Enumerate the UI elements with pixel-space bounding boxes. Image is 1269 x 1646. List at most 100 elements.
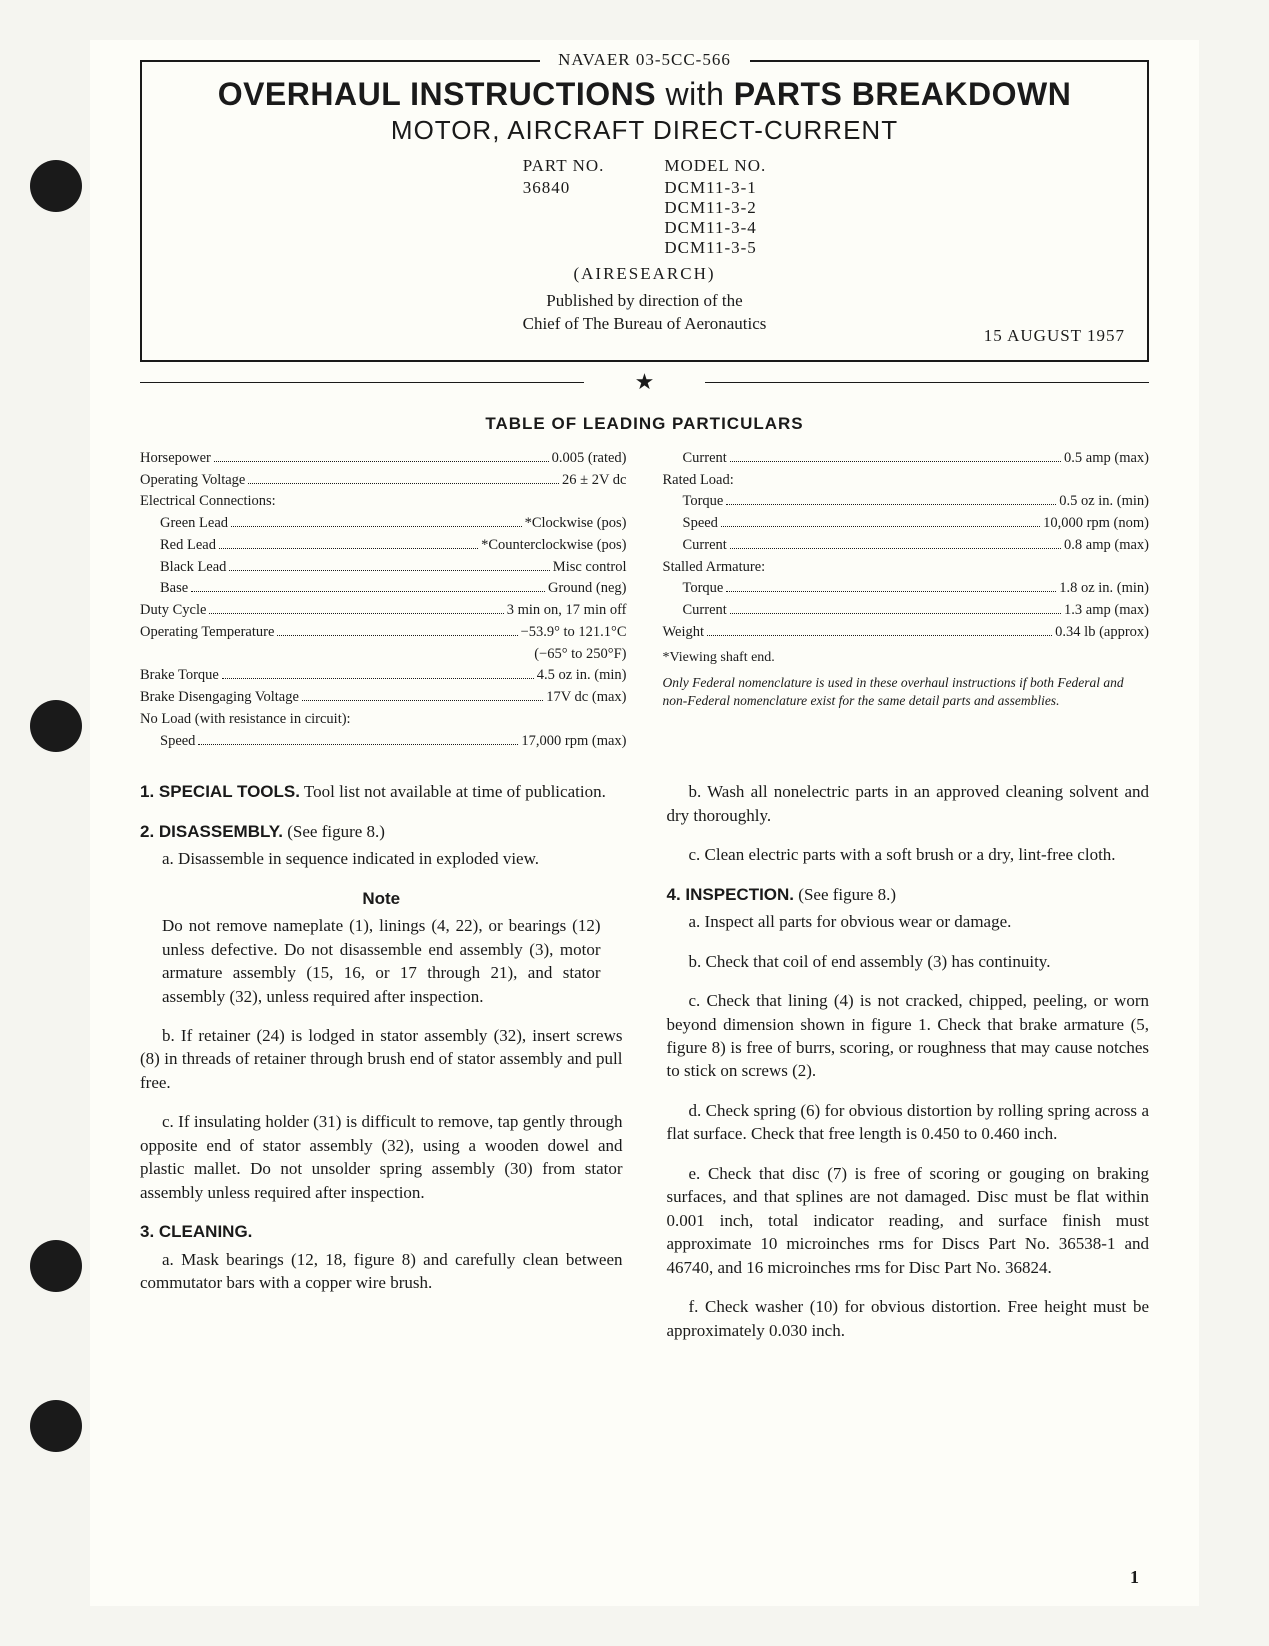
leader-dots (229, 570, 549, 571)
particulars-row: Speed 17,000 rpm (max) (140, 731, 627, 753)
section-2-label: 2. DISASSEMBLY. (140, 822, 283, 841)
particulars-value: 4.5 oz in. (min) (537, 665, 627, 687)
leader-dots (219, 548, 478, 549)
leader-dots (222, 678, 534, 679)
section-2b: b. If retainer (24) is lodged in stator … (140, 1024, 623, 1094)
particulars-table: Horsepower0.005 (rated)Operating Voltage… (140, 448, 1149, 753)
particulars-value: 1.8 oz in. (min) (1059, 578, 1149, 600)
title-with: with (665, 76, 724, 112)
particulars-label: Stalled Armature: (663, 557, 766, 579)
particulars-value: 0.5 oz in. (min) (1059, 491, 1149, 513)
particulars-value: 0.5 amp (max) (1064, 448, 1149, 470)
particulars-row: No Load (with resistance in circuit): (140, 709, 627, 731)
document-title: OVERHAUL INSTRUCTIONS with PARTS BREAKDO… (162, 76, 1127, 113)
leader-dots (730, 461, 1061, 462)
particulars-row: Duty Cycle3 min on, 17 min off (140, 600, 627, 622)
model-value: DCM11-3-2 (664, 198, 766, 218)
particulars-value: 17,000 rpm (max) (521, 731, 626, 753)
particulars-value: 17V dc (max) (546, 687, 626, 709)
particulars-row: Red Lead *Counterclockwise (pos) (140, 535, 627, 557)
section-3a: a. Mask bearings (12, 18, figure 8) and … (140, 1248, 623, 1295)
leader-dots (231, 526, 522, 527)
particulars-right-column: Current0.5 amp (max)Rated Load:Torque0.5… (663, 448, 1150, 753)
particulars-row: Weight0.34 lb (approx) (663, 622, 1150, 644)
particulars-row: Brake Disengaging Voltage 17V dc (max) (140, 687, 627, 709)
star-divider: ★ (140, 372, 1149, 392)
particulars-label: Duty Cycle (140, 600, 206, 622)
manufacturer: (AIRESEARCH) (162, 264, 1127, 284)
section-4e: e. Check that disc (7) is free of scorin… (667, 1162, 1150, 1279)
particulars-row: Brake Torque 4.5 oz in. (min) (140, 665, 627, 687)
body-columns: 1. SPECIAL TOOLS. Tool list not availabl… (140, 780, 1149, 1342)
particulars-label: Base (160, 578, 188, 600)
part-no-column: PART NO. 36840 (523, 156, 605, 258)
particulars-row: Current0.5 amp (max) (663, 448, 1150, 470)
particulars-value: 0.34 lb (approx) (1055, 622, 1149, 644)
particulars-footnote: *Viewing shaft end. (663, 650, 1150, 666)
particulars-label: Current (683, 535, 727, 557)
particulars-row: Speed 10,000 rpm (nom) (663, 513, 1150, 535)
leader-dots (302, 700, 543, 701)
section-3-header: 3. CLEANING. (140, 1220, 623, 1243)
particulars-row: Green Lead*Clockwise (pos) (140, 513, 627, 535)
body-right-column: b. Wash all nonelectric parts in an appr… (667, 780, 1150, 1342)
particulars-row: Horsepower 0.005 (rated) (140, 448, 627, 470)
leader-dots (248, 483, 559, 484)
section-1-label: 1. SPECIAL TOOLS. (140, 782, 300, 801)
part-no-value: 36840 (523, 178, 605, 198)
part-model-block: PART NO. 36840 MODEL NO. DCM11-3-1 DCM11… (162, 156, 1127, 258)
particulars-value: *Counterclockwise (pos) (481, 535, 626, 557)
section-3b: b. Wash all nonelectric parts in an appr… (667, 780, 1150, 827)
particulars-label: Brake Disengaging Voltage (140, 687, 299, 709)
particulars-label: Rated Load: (663, 470, 734, 492)
leader-dots (707, 635, 1052, 636)
particulars-label: Brake Torque (140, 665, 219, 687)
particulars-value: Misc control (553, 557, 627, 579)
particulars-row: Stalled Armature: (663, 557, 1150, 579)
particulars-label: Operating Voltage (140, 470, 245, 492)
model-value: DCM11-3-1 (664, 178, 766, 198)
particulars-label: Black Lead (160, 557, 226, 579)
star-icon: ★ (635, 372, 655, 392)
pub-line-1: Published by direction of the (162, 290, 1127, 313)
section-2-header: 2. DISASSEMBLY. (See figure 8.) (140, 820, 623, 843)
section-4f: f. Check washer (10) for obvious distort… (667, 1295, 1150, 1342)
leader-dots (214, 461, 549, 462)
particulars-row: (−65° to 250°F) (140, 644, 627, 666)
particulars-label: Speed (683, 513, 718, 535)
pub-line-2: Chief of The Bureau of Aeronautics (162, 313, 1127, 336)
punch-hole (30, 700, 82, 752)
document-subtitle: MOTOR, AIRCRAFT DIRECT-CURRENT (162, 115, 1127, 146)
particulars-value: 0.005 (rated) (552, 448, 627, 470)
particulars-label: Red Lead (160, 535, 216, 557)
particulars-value: Ground (neg) (548, 578, 627, 600)
model-no-header: MODEL NO. (664, 156, 766, 176)
particulars-row: Current0.8 amp (max) (663, 535, 1150, 557)
particulars-row: Torque0.5 oz in. (min) (663, 491, 1150, 513)
model-no-column: MODEL NO. DCM11-3-1 DCM11-3-2 DCM11-3-4 … (664, 156, 766, 258)
section-4b: b. Check that coil of end assembly (3) h… (667, 950, 1150, 973)
leader-dots (730, 613, 1061, 614)
particulars-label: Horsepower (140, 448, 211, 470)
leader-dots (277, 635, 517, 636)
particulars-label: Speed (160, 731, 195, 753)
section-3c: c. Clean electric parts with a soft brus… (667, 843, 1150, 866)
model-value: DCM11-3-4 (664, 218, 766, 238)
particulars-row: Operating Temperature−53.9° to 121.1°C (140, 622, 627, 644)
title-part-a: OVERHAUL INSTRUCTIONS (218, 76, 656, 112)
section-4a: a. Inspect all parts for obvious wear or… (667, 910, 1150, 933)
publication-lines: Published by direction of the Chief of T… (162, 290, 1127, 336)
leader-dots (726, 591, 1056, 592)
section-1-text: Tool list not available at time of publi… (300, 782, 606, 801)
section-1: 1. SPECIAL TOOLS. Tool list not availabl… (140, 780, 623, 803)
particulars-row: Operating Voltage26 ± 2V dc (140, 470, 627, 492)
particulars-label: Torque (683, 578, 724, 600)
particulars-row: Base Ground (neg) (140, 578, 627, 600)
section-4d: d. Check spring (6) for obvious distorti… (667, 1099, 1150, 1146)
note-text: Do not remove nameplate (1), linings (4,… (162, 914, 601, 1008)
particulars-value: 10,000 rpm (nom) (1043, 513, 1149, 535)
particulars-row: Electrical Connections: (140, 491, 627, 513)
section-4-label: 4. INSPECTION. (667, 885, 795, 904)
section-2a: a. Disassemble in sequence indicated in … (140, 847, 623, 870)
particulars-label: Operating Temperature (140, 622, 274, 644)
